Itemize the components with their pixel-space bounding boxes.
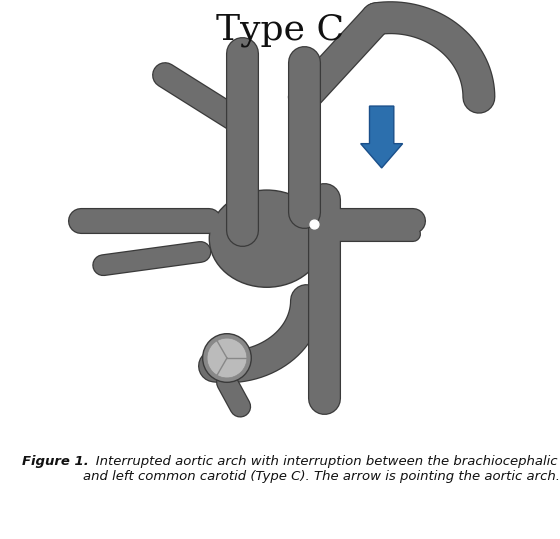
Text: Type C: Type C [216,13,344,47]
Circle shape [207,338,247,378]
FancyArrow shape [361,106,403,168]
Text: Interrupted aortic arch with interruption between the brachiocephalic and left c: Interrupted aortic arch with interruptio… [83,455,560,483]
Circle shape [203,334,251,382]
Ellipse shape [209,190,324,287]
Text: Figure 1.: Figure 1. [22,455,89,468]
Circle shape [310,220,319,229]
